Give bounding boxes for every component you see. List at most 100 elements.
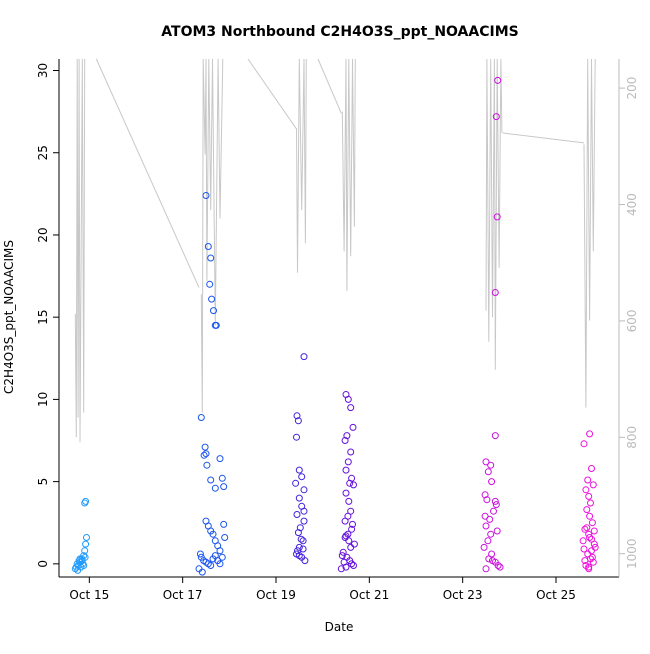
flight-6-point xyxy=(588,553,596,561)
alt-flight-4-trace xyxy=(341,58,356,291)
flight-1-point xyxy=(82,540,90,548)
flight-2-point xyxy=(216,547,224,555)
flight-6-point xyxy=(581,557,589,565)
flight-5-point xyxy=(481,491,489,499)
flight-4-point xyxy=(350,540,358,548)
y-tick-label: 10 xyxy=(36,392,50,407)
right-tick-label: 1000 xyxy=(625,538,639,569)
flight-4-point xyxy=(344,395,352,403)
flight-6-point xyxy=(586,534,594,541)
flight-5-point xyxy=(493,527,501,535)
flight-3-point xyxy=(293,511,301,518)
flight-2-point xyxy=(207,254,215,262)
flight-5-point xyxy=(490,507,497,515)
x-tick-label: Oct 19 xyxy=(256,588,296,602)
flight-2-point xyxy=(202,192,210,199)
altitude-trace-layer xyxy=(74,58,596,443)
flight-5-point xyxy=(494,562,502,569)
flight-3-point xyxy=(292,479,300,487)
flight-2-point xyxy=(216,455,224,463)
transit-line-1 xyxy=(95,58,200,288)
flight-3-point xyxy=(295,552,303,560)
flight-2-point xyxy=(204,243,212,250)
chart-title: ATOM3 Northbound C2H4O3S_ppt_NOAACIMS xyxy=(161,24,518,40)
flight-2-point xyxy=(212,321,220,329)
flight-4-point xyxy=(345,497,353,505)
flight-1-point xyxy=(76,555,84,563)
flight-5-point xyxy=(491,497,499,505)
flight-3-point xyxy=(300,486,308,494)
flight-3-point xyxy=(301,557,309,565)
flight-4-point xyxy=(344,458,352,466)
flight-4-point xyxy=(349,423,357,431)
alt-flight-1-trace xyxy=(74,58,86,443)
flight-3-point xyxy=(294,417,302,425)
flight-4-point xyxy=(348,560,356,568)
flight-5-point xyxy=(484,537,492,545)
flight-5-point xyxy=(488,478,496,486)
right-tick-label: 400 xyxy=(625,193,639,216)
flight-3-point xyxy=(293,412,301,420)
flight-6-point xyxy=(583,524,591,532)
flight-5-point xyxy=(484,468,492,476)
axes-layer: 0 5 10 15 20 25 30 Oct 15 Oct 17 Oct 19 Oct 21 Oct … xyxy=(36,59,639,602)
flight-3-point xyxy=(294,529,302,537)
flight-5-point xyxy=(482,522,490,530)
alt-flight-6-trace xyxy=(583,58,596,408)
flight-6-point xyxy=(590,527,598,535)
x-tick-label: Oct 21 xyxy=(349,588,389,602)
flight-3-point xyxy=(295,466,303,474)
flight-4-point xyxy=(341,437,349,444)
flight-4-point xyxy=(347,543,355,551)
flight-2-point xyxy=(209,530,217,538)
flight-6-point xyxy=(582,486,590,494)
flight-6-point xyxy=(588,519,596,527)
flight-2-point xyxy=(207,562,215,569)
flight-4-point xyxy=(344,530,352,538)
transit-line-4 xyxy=(502,132,585,144)
flight-6-point xyxy=(579,537,587,545)
flight-5-point xyxy=(482,458,490,466)
flight-5-point xyxy=(491,289,499,296)
alt-flight-5-trace xyxy=(485,58,503,370)
flight-3-point xyxy=(300,507,308,515)
x-tick-label: Oct 23 xyxy=(443,588,483,602)
y-tick-label: 25 xyxy=(36,145,50,160)
alt-flight-3-trace xyxy=(296,58,307,273)
flight-4-point xyxy=(347,448,355,456)
flight-5-point xyxy=(482,565,490,573)
flight-3-point xyxy=(299,537,307,545)
flight-2-point xyxy=(218,553,226,561)
flight-4-point xyxy=(350,481,357,489)
flight-3-point xyxy=(295,543,303,551)
flight-5-point xyxy=(487,530,495,538)
flight-4-point xyxy=(342,489,350,497)
flight-3-point xyxy=(293,433,300,441)
flight-2-point xyxy=(195,565,203,573)
flight-2-point xyxy=(211,484,219,492)
flight-2-point xyxy=(207,476,215,484)
flight-4-point xyxy=(349,520,356,528)
y-tick-label: 30 xyxy=(36,63,50,78)
flight-2-point xyxy=(220,520,228,528)
flight-5-point xyxy=(492,113,500,121)
flight-2-point xyxy=(197,414,205,421)
flight-5-point xyxy=(496,563,504,571)
flight-6-point xyxy=(586,512,594,520)
flight-5-point xyxy=(480,543,488,551)
flight-4-point xyxy=(337,565,345,573)
flight-4-point xyxy=(347,404,355,412)
flight-4-point xyxy=(339,548,347,556)
flight-2-point xyxy=(200,451,208,459)
flight-2-point xyxy=(201,443,209,451)
flight-4-point xyxy=(340,558,348,566)
flight-2-point xyxy=(206,280,214,288)
y-tick-label: 0 xyxy=(36,560,50,568)
flight-4-point xyxy=(338,552,346,560)
flight-1-point xyxy=(72,563,80,571)
flight-4-point xyxy=(345,537,353,545)
flight-6-point xyxy=(589,481,597,489)
flight-6-point xyxy=(588,465,595,472)
flight-6-point xyxy=(580,545,588,553)
